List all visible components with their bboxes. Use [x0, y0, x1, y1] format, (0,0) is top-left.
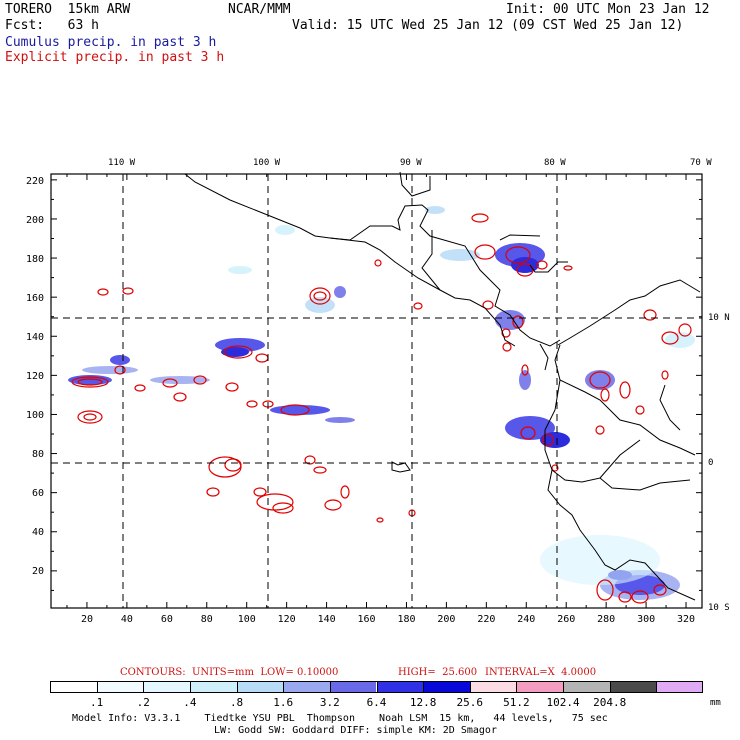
- colorbar-label: .1: [90, 696, 104, 709]
- x-tick-label: 20: [80, 614, 93, 625]
- init-time: Init: 00 UTC Mon 23 Jan 12: [506, 2, 710, 17]
- colorbar-label: 12.8: [409, 696, 437, 709]
- y-tick-label: 120: [26, 371, 45, 382]
- contour-units: CONTOURS: UNITS=mm LOW= 0.10000: [120, 667, 339, 678]
- y-tick-label: 20: [32, 566, 45, 577]
- x-tick-label: 40: [120, 614, 133, 625]
- forecast-hour: Fcst: 63 h: [5, 18, 99, 33]
- colorbar-label: .2: [136, 696, 150, 709]
- colorbar-label: 102.4: [546, 696, 580, 709]
- coastlines: [184, 171, 701, 601]
- explicit-precip-contours: [71, 213, 692, 604]
- colorbar-swatch: [236, 681, 284, 693]
- y-tick-label: 140: [26, 332, 45, 343]
- colorbar-frame: [50, 681, 703, 693]
- colorbar-unit: mm: [710, 698, 721, 708]
- y-tick-label: 40: [32, 527, 45, 538]
- colorbar-swatch: [189, 681, 237, 693]
- colorbar-label: 3.2: [319, 696, 340, 709]
- lat-label-0: 0: [708, 458, 714, 468]
- y-tick-label: 160: [26, 293, 45, 304]
- cumulus-precip-areas: [68, 206, 695, 600]
- lon-label-70w: 70 W: [690, 158, 712, 168]
- colorbar-swatch: [563, 681, 610, 693]
- contour-interval: INTERVAL=X 4.0000: [485, 667, 597, 678]
- colorbar-label: 1.6: [273, 696, 294, 709]
- colorbar-swatch: [329, 681, 377, 693]
- lat-label-10s: 10 S: [708, 603, 730, 613]
- x-tick-label: 200: [437, 614, 456, 625]
- latlon-grid: [51, 174, 702, 608]
- x-tick-label: 60: [160, 614, 173, 625]
- colorbar-label: 204.8: [593, 696, 627, 709]
- colorbar-swatch: [609, 681, 657, 693]
- colorbar-label: .4: [183, 696, 197, 709]
- x-tick-label: 280: [597, 614, 616, 625]
- lon-label-100w: 100 W: [253, 158, 281, 168]
- lon-label-90w: 90 W: [400, 158, 422, 168]
- map-frame: [50, 173, 703, 609]
- x-tick-label: 220: [477, 614, 496, 625]
- lon-label-80w: 80 W: [544, 158, 566, 168]
- x-tick-label: 160: [357, 614, 376, 625]
- x-tick-label: 100: [237, 614, 256, 625]
- colorbar-label: 6.4: [366, 696, 387, 709]
- colorbar-swatch: [423, 681, 470, 693]
- center-name: NCAR/MMM: [228, 2, 291, 17]
- physics-info-line: LW: Godd SW: Goddard DIFF: simple KM: 2D…: [214, 725, 497, 736]
- y-tick-label: 200: [26, 215, 45, 226]
- x-tick-label: 240: [517, 614, 536, 625]
- colorbar-swatch: [469, 681, 517, 693]
- contour-high: HIGH= 25.600: [398, 667, 478, 678]
- y-tick-label: 60: [32, 488, 45, 499]
- x-tick-label: 80: [200, 614, 213, 625]
- model-info-line: Model Info: V3.3.1 Tiedtke YSU PBL Thomp…: [72, 713, 608, 724]
- x-tick-label: 260: [557, 614, 576, 625]
- colorbar-swatch: [96, 681, 144, 693]
- colorbar-swatch: [516, 681, 564, 693]
- x-tick-label: 120: [277, 614, 296, 625]
- colorbar-swatch: [656, 681, 703, 693]
- explicit-legend-line: Explicit precip. in past 3 h: [5, 50, 225, 65]
- valid-time: Valid: 15 UTC Wed 25 Jan 12 (09 CST Wed …: [292, 18, 684, 33]
- colorbar-swatch: [376, 681, 424, 693]
- cumulus-legend-line: Cumulus precip. in past 3 h: [5, 35, 217, 50]
- colorbar-label: 51.2: [503, 696, 530, 709]
- colorbar-label: 25.6: [456, 696, 484, 709]
- colorbar-swatch: [143, 681, 190, 693]
- colorbar-swatch: [283, 681, 330, 693]
- colorbar-label: .8: [229, 696, 244, 709]
- y-tick-label: 80: [32, 449, 45, 460]
- x-tick-label: 140: [317, 614, 336, 625]
- lat-label-10n: 10 N: [708, 313, 730, 323]
- x-tick-label: 300: [637, 614, 656, 625]
- lon-label-110w: 110 W: [108, 158, 136, 168]
- y-tick-label: 220: [26, 176, 45, 187]
- axis-ticks: [51, 174, 702, 608]
- y-tick-label: 100: [26, 410, 45, 421]
- model-title: TORERO 15km ARW: [5, 2, 131, 17]
- y-tick-label: 180: [26, 254, 45, 265]
- x-tick-label: 320: [677, 614, 696, 625]
- x-tick-label: 180: [397, 614, 416, 625]
